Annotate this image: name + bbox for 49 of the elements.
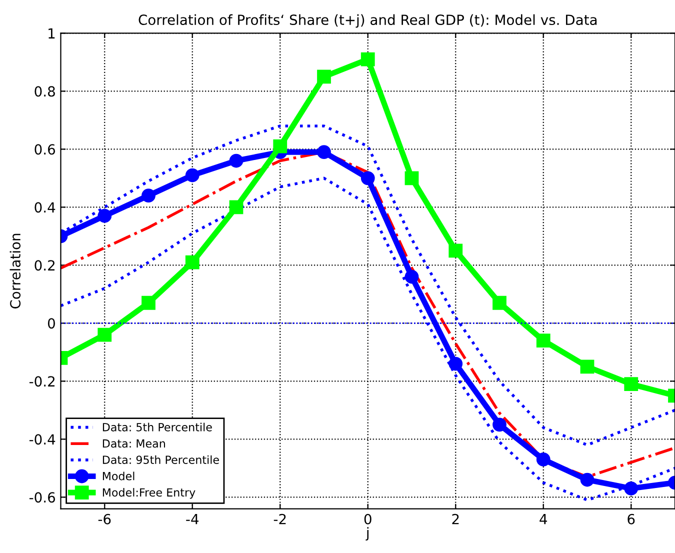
legend-label: Model:Free Entry [102,488,196,499]
x-tick-label: -4 [186,514,199,524]
point [448,244,463,258]
point [98,328,112,342]
point [536,452,550,466]
point [492,418,506,432]
point [98,208,112,223]
point [360,52,375,66]
point [536,334,550,348]
y-tick-label: 0.4 [34,202,56,213]
point [580,472,594,487]
y-tick-label: -0.4 [29,434,56,445]
y-tick-label: 0 [48,318,55,329]
point [360,171,375,186]
point [404,270,419,284]
x-tick-label: -2 [274,514,286,524]
chart-title: Correlation of Profits‘ Share (t+j) and Real GDP (t): Model vs. Data [138,14,597,28]
x-tick-label: 6 [628,514,635,524]
point [624,377,638,392]
point [185,168,200,182]
point [229,200,244,214]
point [624,482,638,496]
y-tick-label: -0.6 [29,492,56,503]
point [142,296,156,310]
point [492,296,506,310]
x-tick-label: 0 [364,514,372,524]
x-tick-label: 2 [452,514,459,524]
legend-label: Data: 95th Percentile [102,455,219,464]
point [317,70,331,84]
point [229,154,244,168]
point [448,356,463,371]
y-tick-label: 1 [48,28,55,38]
y-tick-label: 0.8 [34,86,55,97]
point [273,139,288,154]
point [580,360,594,374]
y-tick-label: 0.2 [34,260,54,271]
legend-label: Data: Mean [102,439,165,448]
y-tick-label: 0.6 [34,144,56,155]
point [404,171,419,186]
legend-label: Data: 5th Percentile [102,422,212,432]
x-tick-label: 4 [540,514,548,524]
point [185,255,200,270]
point [317,145,331,160]
y-axis-title: Correlation [10,234,21,308]
x-tick-label: -6 [98,514,111,524]
y-tick-label: -0.2 [29,376,54,387]
legend-label: Model [102,472,134,480]
x-axis-title: j [366,527,368,541]
point [142,188,156,203]
